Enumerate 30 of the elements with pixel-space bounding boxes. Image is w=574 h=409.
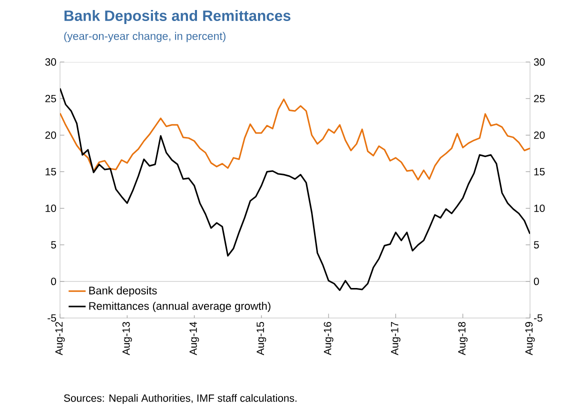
- x-tick-label: Aug-12: [55, 322, 65, 356]
- x-tick-label: Aug-18: [458, 322, 468, 356]
- y-tick-label: -5: [534, 314, 542, 322]
- y-tick-label: 20: [534, 131, 545, 139]
- y-tick-label: 15: [534, 168, 545, 176]
- x-tick-label: Aug-13: [122, 322, 132, 356]
- source-note: Sources: Nepali Authorities, IMF staff calculations.: [64, 394, 296, 404]
- y2-tick-label: 10: [46, 204, 56, 212]
- x-tick-label: Aug-14: [190, 322, 199, 356]
- x-tick-label: Aug-19: [525, 322, 535, 356]
- y-tick-label: 30: [534, 58, 545, 66]
- y-tick-label: 0: [534, 278, 539, 286]
- x-tick-label: Aug-16: [324, 322, 334, 356]
- y2-tick-label: -5: [48, 314, 56, 322]
- x-tick-label: Aug-15: [256, 322, 266, 356]
- y-tick-label: 25: [534, 94, 545, 102]
- line-series: [60, 98, 530, 181]
- y-tick-label: 5: [534, 241, 539, 249]
- x-tick-label: Aug-17: [391, 322, 400, 356]
- legend-label: Bank deposits: [89, 286, 157, 297]
- y2-tick-label: 15: [46, 168, 56, 176]
- chart-subtitle: (year-on-year change, in percent): [64, 32, 226, 42]
- y2-tick-label: 25: [45, 94, 56, 102]
- y2-tick-label: 30: [45, 58, 56, 66]
- y2-tick-label: 5: [51, 241, 56, 249]
- y-tick-label: 10: [534, 204, 545, 212]
- y2-tick-label: 0: [51, 278, 56, 286]
- chart-title: Bank Deposits and Remittances: [64, 10, 290, 24]
- legend-label: Remittances (annual average growth): [89, 302, 270, 312]
- y2-tick-label: 20: [45, 131, 56, 139]
